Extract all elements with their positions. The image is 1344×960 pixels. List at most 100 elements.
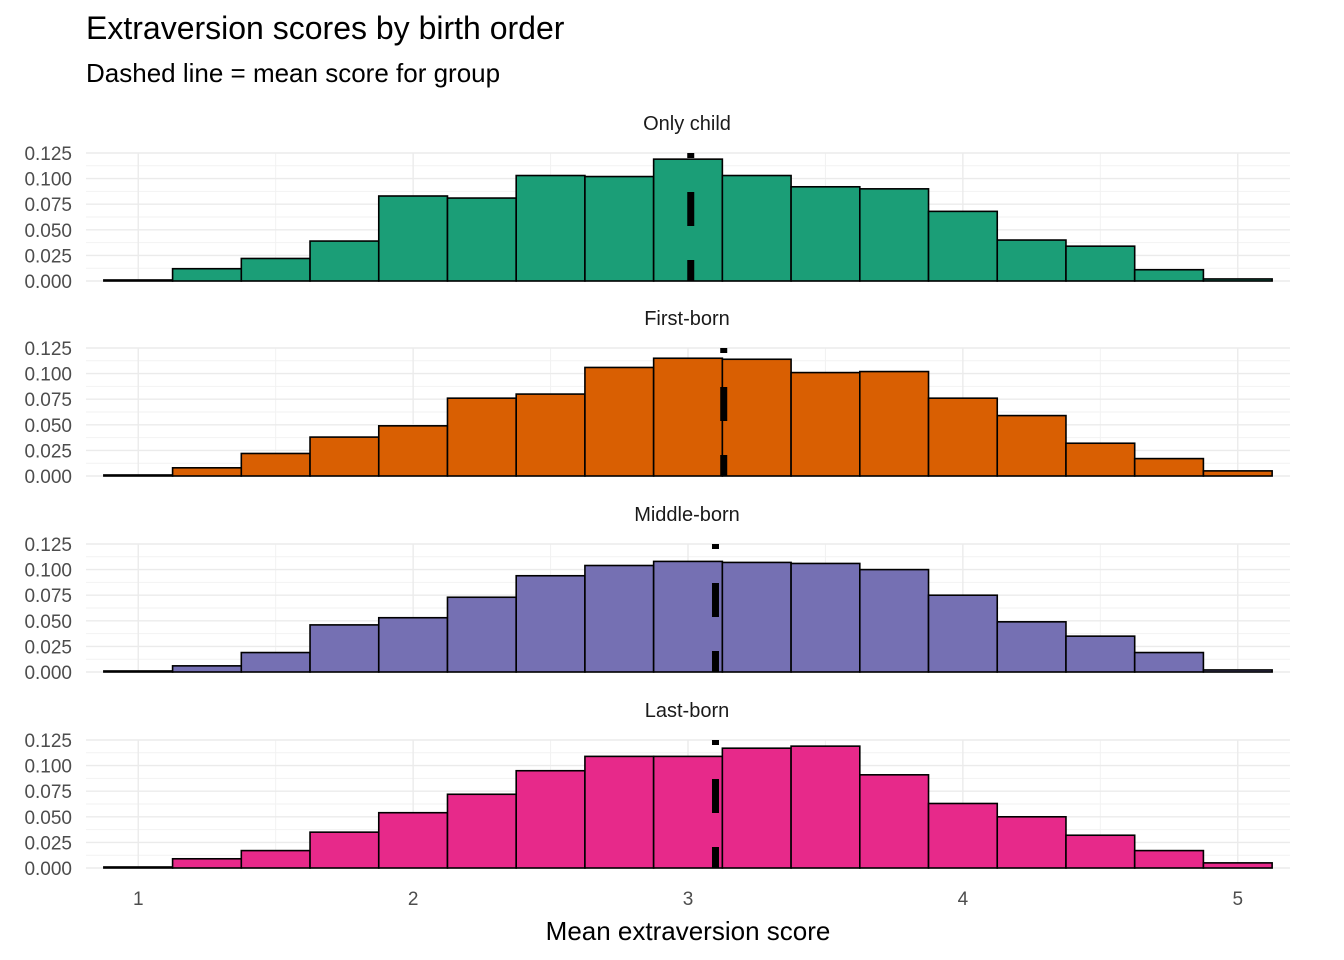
- histogram-bar: [1065, 635, 1136, 673]
- histogram-bar: [996, 621, 1067, 673]
- facet-label: Only child: [643, 113, 731, 135]
- x-tick-label: 5: [1232, 889, 1243, 910]
- histogram-bar: [927, 210, 999, 282]
- y-tick-label: 0.100: [24, 561, 72, 582]
- y-tick-label: 0.125: [24, 339, 72, 360]
- histogram-bar: [927, 397, 999, 477]
- histogram-bar: [652, 357, 724, 477]
- histogram-bar: [584, 755, 655, 869]
- histogram-bar: [103, 474, 174, 477]
- histogram-bar: [377, 425, 449, 477]
- facet-label: First-born: [644, 308, 730, 330]
- histogram-bar: [859, 774, 930, 869]
- histogram-bar: [171, 857, 243, 869]
- y-tick-label: 0.000: [24, 663, 72, 684]
- y-tick-label: 0.125: [24, 731, 72, 752]
- x-tick-label: 1: [133, 889, 144, 910]
- histogram-bar: [171, 467, 243, 477]
- histogram-bar: [309, 624, 380, 673]
- histogram-bar: [240, 651, 311, 673]
- histogram-bar: [240, 849, 311, 869]
- histogram-bar: [1133, 268, 1205, 282]
- histogram-bar: [721, 747, 792, 869]
- histogram-bar: [996, 815, 1067, 869]
- histogram-bar: [790, 745, 861, 869]
- histogram-bar: [240, 452, 311, 477]
- histogram-bar: [790, 185, 861, 282]
- histogram-bar: [515, 574, 586, 673]
- y-tick-label: 0.075: [24, 195, 72, 216]
- histogram-bar: [309, 436, 380, 477]
- histogram-bar: [515, 769, 586, 869]
- y-tick-label: 0.125: [24, 144, 72, 165]
- histogram-bar: [240, 257, 311, 282]
- y-tick-label: 0.025: [24, 833, 72, 854]
- histogram-bar: [446, 596, 517, 673]
- y-tick-label: 0.025: [24, 637, 72, 658]
- histogram-bar: [103, 866, 174, 869]
- histogram-bar: [790, 562, 861, 673]
- histogram-bar: [377, 195, 449, 282]
- y-tick-label: 0.050: [24, 416, 72, 437]
- histogram-bar: [377, 616, 449, 673]
- histogram-bar: [721, 358, 792, 477]
- chart-title: Extraversion scores by birth order: [86, 10, 565, 46]
- histogram-bar: [859, 188, 930, 282]
- histogram-bar: [1202, 862, 1273, 869]
- histogram-bar: [1202, 470, 1273, 477]
- y-tick-label: 0.000: [24, 272, 72, 293]
- histogram-bar: [1065, 245, 1136, 282]
- y-tick-label: 0.050: [24, 221, 72, 242]
- y-tick-label: 0.075: [24, 782, 72, 803]
- y-tick-label: 0.075: [24, 390, 72, 411]
- histogram-bar: [309, 240, 380, 282]
- histogram-bar: [515, 393, 586, 477]
- facet-label: Middle-born: [634, 504, 740, 526]
- y-tick-label: 0.100: [24, 170, 72, 191]
- y-tick-label: 0.025: [24, 246, 72, 267]
- histogram-bar: [927, 802, 999, 869]
- histogram-bar: [996, 414, 1067, 477]
- y-tick-label: 0.075: [24, 586, 72, 607]
- histogram-bar: [1133, 651, 1205, 673]
- y-tick-label: 0.000: [24, 859, 72, 880]
- histogram-bar: [859, 568, 930, 673]
- histogram-bar: [446, 197, 517, 282]
- histogram-bar: [103, 279, 174, 282]
- histogram-bar: [1133, 849, 1205, 869]
- histogram-bar: [1202, 669, 1273, 673]
- y-tick-label: 0.125: [24, 535, 72, 556]
- histogram-bar: [1202, 278, 1273, 282]
- histogram-bar: [790, 371, 861, 477]
- histogram-bar: [996, 239, 1067, 282]
- histogram-bar: [652, 755, 724, 869]
- histogram-bar: [309, 831, 380, 869]
- histogram-bar: [721, 174, 792, 282]
- y-tick-label: 0.100: [24, 365, 72, 386]
- y-tick-label: 0.000: [24, 467, 72, 488]
- y-tick-label: 0.050: [24, 612, 72, 633]
- histogram-bar: [584, 564, 655, 673]
- histogram-bar: [171, 267, 243, 282]
- x-tick-label: 4: [958, 889, 969, 910]
- x-tick-label: 2: [408, 889, 419, 910]
- chart-subtitle: Dashed line = mean score for group: [86, 58, 501, 88]
- histogram-bar: [927, 594, 999, 673]
- x-tick-label: 3: [683, 889, 694, 910]
- histogram-bar: [446, 397, 517, 477]
- histogram-bar: [515, 174, 586, 282]
- y-tick-label: 0.025: [24, 441, 72, 462]
- histogram-bar: [1133, 457, 1205, 477]
- histogram-bar: [171, 665, 243, 673]
- histogram-bar: [446, 793, 517, 869]
- histogram-bar: [584, 175, 655, 282]
- y-tick-label: 0.100: [24, 757, 72, 778]
- histogram-bar: [103, 670, 174, 673]
- y-tick-label: 0.050: [24, 808, 72, 829]
- histogram-bar: [1065, 834, 1136, 869]
- histogram-bar: [584, 366, 655, 477]
- histogram-bar: [721, 561, 792, 673]
- histogram-bar: [859, 370, 930, 477]
- facet-label: Last-born: [645, 700, 730, 722]
